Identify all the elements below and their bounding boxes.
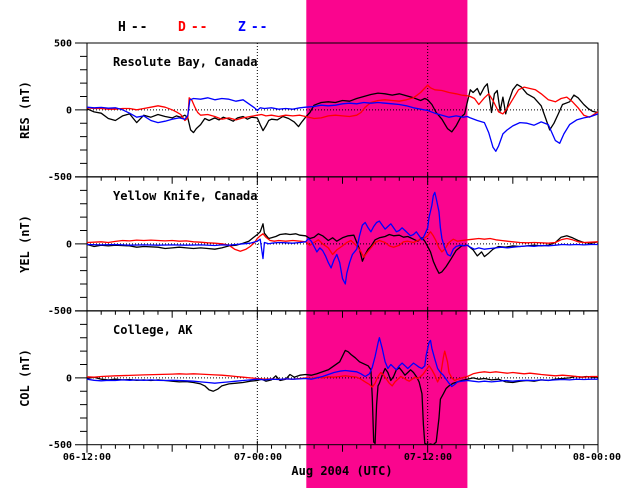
series-line-RES-H	[87, 83, 598, 134]
y-axis-ticks	[75, 42, 87, 178]
series-line-YEL-Z	[87, 191, 598, 285]
x-tick-label-12: 07-00:00	[233, 452, 283, 463]
series-line-COL-D	[87, 350, 598, 388]
y-axis-label-yel: YEL (nT)	[18, 215, 32, 273]
legend-item-d: D --	[178, 20, 208, 35]
series-line-COL-H	[87, 349, 598, 445]
legend-dash-h: --	[130, 20, 149, 35]
y-tick-label: -500	[48, 172, 72, 183]
legend-dash-d: --	[190, 20, 209, 35]
x-tick-label-24: 07-12:00	[403, 452, 453, 463]
station-label-yel: Yellow Knife, Canada	[113, 189, 258, 203]
y-tick-label: 0	[66, 373, 72, 384]
legend-item-h: H --	[118, 20, 148, 35]
series-line-YEL-D	[87, 231, 598, 258]
y-tick-label: -500	[48, 306, 72, 317]
x-tick-label-36: 08-00:00	[572, 452, 622, 463]
legend-label-d: D	[178, 20, 186, 35]
station-label-res: Resolute Bay, Canada	[113, 55, 258, 69]
y-tick-label: -500	[48, 440, 72, 451]
x-tick-label-0: 06-12:00	[62, 452, 112, 463]
y-axis-label-res: RES (nT)	[18, 81, 32, 139]
x-axis-title: Aug 2004 (UTC)	[291, 464, 393, 478]
y-axis-label-col: COL (nT)	[18, 349, 32, 407]
station-label-col: College, AK	[113, 323, 193, 337]
y-axis-ticks	[75, 310, 87, 446]
y-tick-label: 0	[66, 105, 72, 116]
y-tick-label: 0	[66, 239, 72, 250]
legend-item-z: Z --	[238, 20, 268, 35]
series-line-RES-Z	[87, 97, 598, 152]
y-axis-ticks	[75, 176, 87, 312]
x-axis-ticks	[86, 440, 599, 453]
legend-label-h: H	[118, 20, 126, 35]
y-tick-label: 500	[54, 39, 72, 50]
series-line-RES-D	[87, 84, 598, 122]
legend-dash-z: --	[250, 20, 269, 35]
series-line-COL-Z	[87, 337, 598, 388]
legend-label-z: Z	[238, 20, 246, 35]
